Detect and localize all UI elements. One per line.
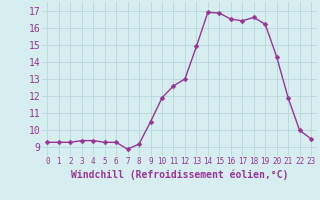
X-axis label: Windchill (Refroidissement éolien,°C): Windchill (Refroidissement éolien,°C)	[70, 169, 288, 180]
